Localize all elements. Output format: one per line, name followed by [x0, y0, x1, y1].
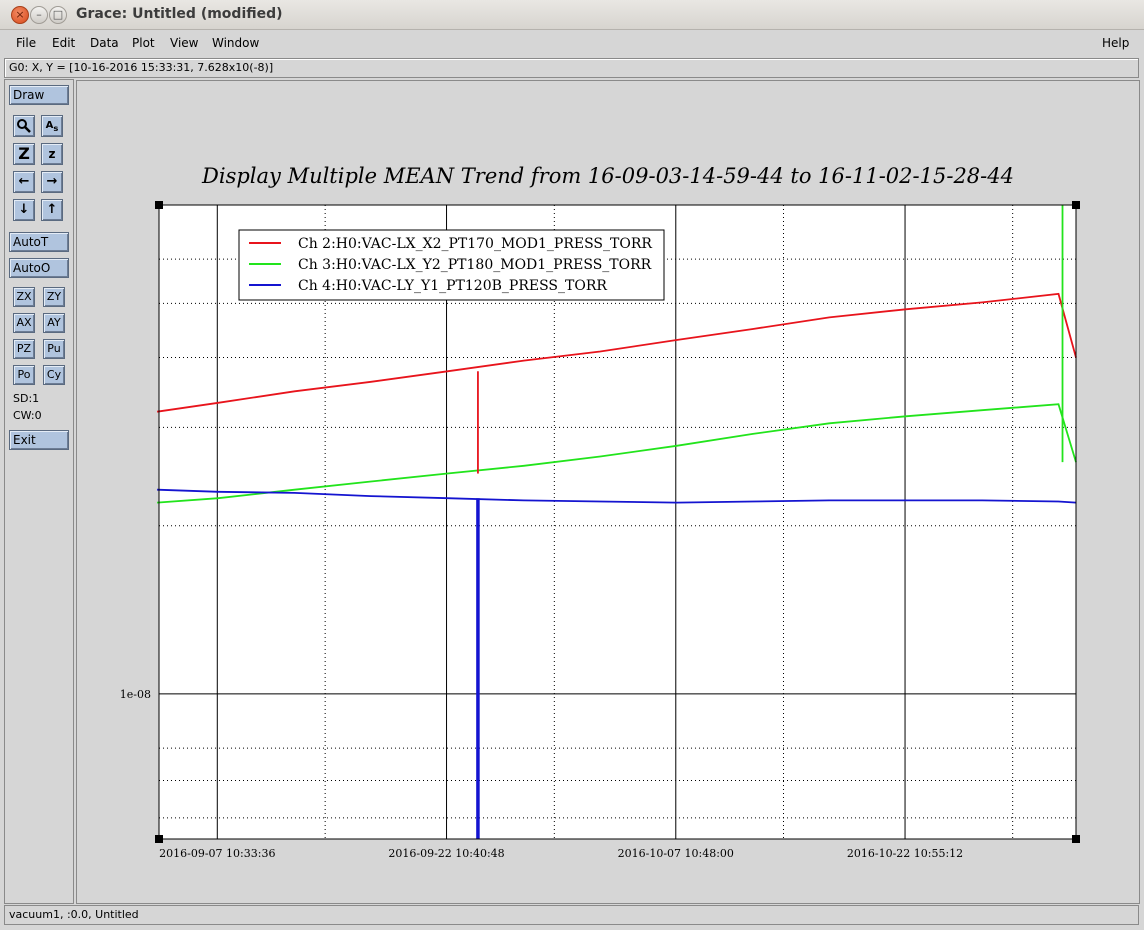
series-line-2 — [156, 292, 1077, 413]
menu-view[interactable]: View — [170, 36, 199, 50]
arrow-right-icon[interactable]: → — [41, 171, 63, 193]
plot-area — [159, 205, 1076, 839]
zoom-icon[interactable] — [13, 115, 35, 137]
zoom-x-small-icon[interactable]: z — [41, 143, 63, 165]
zy-button[interactable]: ZY — [43, 287, 65, 307]
legend-box — [238, 229, 665, 301]
plot-canvas-frame: Display Multiple MEAN Trend from 16-09-0… — [76, 80, 1140, 904]
selection-handle[interactable] — [155, 835, 163, 843]
menu-edit[interactable]: Edit — [52, 36, 76, 50]
chart-title: Display Multiple MEAN Trend from 16-09-0… — [201, 164, 1014, 188]
ay-button[interactable]: AY — [43, 313, 65, 333]
autoscale-on-button[interactable]: AutoO — [9, 258, 69, 278]
arrow-left-icon[interactable]: ← — [13, 171, 35, 193]
legend-entry: Ch 4:H0:VAC-LY_Y1_PT120B_PRESS_TORR — [298, 278, 607, 294]
pu-button[interactable]: Pu — [43, 339, 65, 359]
minimize-icon[interactable]: – — [30, 6, 48, 24]
zoom-x-big-icon[interactable]: Z — [13, 143, 35, 165]
po-button[interactable]: Po — [13, 365, 35, 385]
status-text: vacuum1, :0.0, Untitled — [9, 908, 139, 921]
menu-data[interactable]: Data — [90, 36, 119, 50]
current-world-label: CW:0 — [13, 409, 42, 422]
pz-button[interactable]: PZ — [13, 339, 35, 359]
menubar: File Edit Data Plot View Window Help — [0, 30, 1144, 56]
ax-button[interactable]: AX — [13, 313, 35, 333]
selection-handle[interactable] — [1072, 201, 1080, 209]
legend-entry: Ch 3:H0:VAC-LX_Y2_PT180_MOD1_PRESS_TORR — [298, 257, 652, 273]
menu-window[interactable]: Window — [212, 36, 260, 50]
status-bar: vacuum1, :0.0, Untitled — [4, 905, 1139, 925]
x-tick-label: 2016-09-07 10:33:36 — [159, 847, 275, 860]
selection-handle[interactable] — [1072, 835, 1080, 843]
arrow-down-icon[interactable]: ↓ — [13, 199, 35, 221]
coordinate-readout-bar: G0: X, Y = [10-16-2016 15:33:31, 7.628x1… — [4, 58, 1139, 78]
menu-plot[interactable]: Plot — [132, 36, 155, 50]
x-tick-label: 2016-10-07 10:48:00 — [618, 847, 734, 860]
autotick-button[interactable]: AutoT — [9, 232, 69, 252]
x-tick-label: 2016-09-22 10:40:48 — [388, 847, 504, 860]
set-depth-label: SD:1 — [13, 392, 40, 405]
selection-handle[interactable] — [155, 201, 163, 209]
series-line-4 — [157, 488, 1077, 504]
close-icon[interactable]: × — [11, 6, 29, 24]
y-tick-label: 1e-08 — [120, 688, 151, 701]
coordinate-readout: G0: X, Y = [10-16-2016 15:33:31, 7.628x1… — [9, 61, 274, 74]
exit-button[interactable]: Exit — [9, 430, 69, 450]
maximize-icon[interactable]: □ — [49, 6, 67, 24]
menu-file[interactable]: File — [16, 36, 37, 50]
draw-button[interactable]: Draw — [9, 85, 69, 105]
x-tick-label: 2016-10-22 10:55:12 — [847, 847, 963, 860]
series-line-3 — [157, 403, 1077, 504]
text-label-icon[interactable]: As — [41, 115, 63, 137]
arrow-up-icon[interactable]: ↑ — [41, 199, 63, 221]
window-titlebar: × – □ Grace: Untitled (modified) — [0, 0, 1144, 30]
window-title: Grace: Untitled (modified) — [76, 6, 283, 22]
zx-button[interactable]: ZX — [13, 287, 35, 307]
cy-button[interactable]: Cy — [43, 365, 65, 385]
menu-help[interactable]: Help — [1102, 36, 1130, 50]
plot-frame — [158, 204, 1077, 840]
chart-svg[interactable]: Display Multiple MEAN Trend from 16-09-0… — [77, 81, 1139, 903]
tool-panel: Draw As Z z ← → ↓ ↑ AutoT AutoO ZX ZY AX… — [4, 79, 74, 904]
legend-entry: Ch 2:H0:VAC-LX_X2_PT170_MOD1_PRESS_TORR — [298, 236, 652, 252]
